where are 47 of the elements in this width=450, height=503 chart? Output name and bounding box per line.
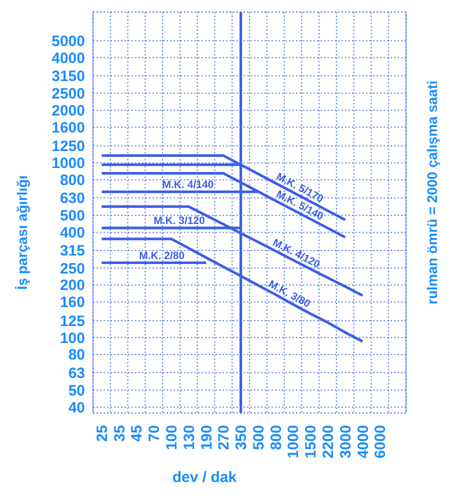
y-tick-label: 1000: [52, 155, 85, 172]
x-axis-title: dev / dak: [172, 469, 238, 486]
x-tick-label: 35: [111, 425, 128, 442]
x-tick-label: 500: [250, 425, 268, 450]
series-label: M.K. 2/80: [139, 250, 185, 262]
series-label: M.K. 4/140: [162, 178, 214, 191]
x-tick-label: 6000: [372, 425, 390, 458]
x-tick-label: 800: [268, 425, 285, 450]
x-tick-label: 3000: [337, 425, 354, 458]
x-tick-label: 25: [94, 425, 111, 442]
x-tick-label: 1500: [302, 425, 320, 458]
x-tick-label: 270: [216, 425, 233, 450]
y-tick-label: 63: [68, 364, 85, 382]
x-tick-label: 70: [146, 425, 164, 442]
y-tick-label: 315: [60, 242, 85, 260]
x-tick-label: 45: [128, 425, 146, 442]
y-tick-label: 125: [60, 312, 85, 330]
x-tick-label: 1000: [285, 425, 302, 458]
x-tick-label: 350: [233, 425, 250, 450]
y-tick-label: 800: [60, 172, 85, 190]
x-tick-label: 100: [164, 425, 180, 450]
x-tick-label: 190: [198, 425, 216, 450]
y-tick-label: 630: [60, 190, 85, 208]
y-axis-title: İş parçası ağırlığı: [14, 175, 30, 290]
y-tick-label: 80: [68, 346, 85, 364]
y-tick-label: 500: [60, 208, 85, 225]
x-tick-label: 130: [180, 425, 198, 450]
y-tick-label: 1600: [52, 119, 85, 136]
y-tick-label: 250: [60, 260, 85, 278]
y-tick-label: 50: [68, 382, 85, 400]
y-tick-label: 40: [68, 399, 85, 416]
y-tick-label: 1250: [52, 138, 85, 156]
y-tick-label: 160: [60, 294, 85, 312]
y-tick-label: 200: [60, 277, 85, 294]
y-tick-label: 5000: [52, 32, 85, 50]
x-tick-label: 4000: [354, 425, 372, 458]
text: M.K. 3/80: [266, 278, 312, 310]
y-tick-label: 4000: [52, 50, 85, 67]
y-tick-label: 100: [60, 330, 85, 347]
y-tick-label: 2500: [52, 86, 85, 103]
text: M.K. 4/120: [270, 236, 322, 271]
x-tick-label: 2200: [320, 425, 337, 458]
y-tick-label: 2000: [52, 102, 85, 120]
y-tick-label: 400: [60, 224, 85, 242]
y2-axis-title: rulman ömrü = 2000 çalışma saati: [424, 80, 440, 304]
series-label: M.K. 3/120: [154, 214, 206, 227]
y-tick-label: 3150: [52, 68, 85, 86]
